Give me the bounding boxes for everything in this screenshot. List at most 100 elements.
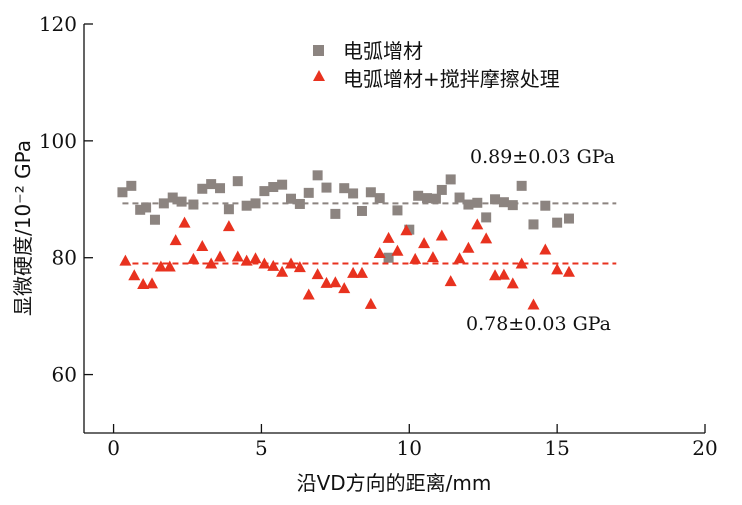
y-axis-title: 显微硬度/10⁻² GPa (11, 140, 35, 316)
point-series-0-38 (454, 192, 465, 203)
point-series-0-11 (215, 183, 226, 194)
point-series-1-45 (515, 257, 528, 269)
legend-label-arc-additive: 电弧增材 (343, 39, 423, 63)
x-tick-label-10: 10 (397, 436, 422, 460)
point-series-1-49 (562, 265, 575, 277)
point-series-1-42 (489, 269, 502, 281)
point-series-0-28 (365, 187, 376, 198)
point-series-1-11 (214, 250, 227, 262)
annotation-arc-additive-mean: 0.89±0.03 GPa (470, 146, 615, 168)
point-series-1-7 (178, 216, 191, 228)
y-tick-label-60: 60 (52, 363, 77, 387)
point-series-1-20 (293, 261, 306, 273)
point-series-1-13 (231, 250, 244, 262)
point-series-1-6 (169, 234, 182, 246)
point-series-0-24 (330, 208, 341, 219)
point-series-0-36 (436, 184, 447, 195)
point-series-0-41 (481, 212, 492, 223)
point-series-0-30 (383, 252, 394, 263)
x-tick-label-5: 5 (255, 436, 268, 460)
point-series-0-49 (563, 213, 574, 224)
point-series-1-27 (355, 266, 368, 278)
point-series-0-0 (117, 187, 128, 198)
point-series-0-27 (356, 205, 367, 216)
point-series-1-15 (249, 252, 262, 264)
point-series-0-12 (223, 204, 234, 215)
point-series-0-15 (250, 198, 261, 209)
point-series-1-12 (222, 220, 235, 232)
point-series-0-42 (490, 194, 501, 205)
point-series-1-21 (302, 288, 315, 300)
legend: 电弧增材 电弧增材+搅拌摩擦处理 (313, 39, 560, 91)
point-series-1-35 (426, 251, 439, 263)
point-series-1-9 (196, 240, 209, 252)
point-series-1-34 (418, 237, 431, 249)
point-series-0-23 (321, 182, 332, 193)
point-series-1-18 (276, 265, 289, 277)
point-series-0-48 (552, 217, 563, 228)
y-tick-label-80: 80 (52, 246, 77, 270)
point-series-1-38 (453, 252, 466, 264)
point-series-1-46 (527, 298, 540, 310)
point-series-1-3 (146, 277, 159, 289)
point-series-0-47 (540, 200, 551, 211)
point-series-1-8 (187, 252, 200, 264)
point-series-0-16 (259, 186, 270, 197)
point-series-0-43 (498, 197, 509, 208)
point-series-1-16 (258, 257, 271, 269)
point-series-0-32 (404, 224, 415, 235)
point-series-1-28 (364, 297, 377, 309)
plot-area (117, 170, 617, 310)
point-series-0-22 (312, 170, 323, 181)
point-series-0-20 (294, 198, 305, 209)
point-series-0-10 (206, 179, 217, 190)
point-series-1-48 (551, 263, 564, 275)
point-series-1-19 (285, 257, 297, 269)
point-series-1-47 (539, 243, 552, 255)
point-series-1-41 (480, 232, 493, 244)
axes (83, 24, 705, 434)
point-series-1-0 (119, 254, 132, 266)
legend-label-arc-additive-fsp: 电弧增材+搅拌摩擦处理 (343, 67, 560, 91)
point-series-0-13 (232, 176, 243, 187)
point-series-1-37 (444, 275, 457, 287)
point-series-0-34 (422, 193, 433, 204)
point-series-0-46 (528, 219, 539, 230)
point-series-1-39 (462, 241, 475, 253)
point-series-1-29 (373, 247, 386, 259)
point-series-1-24 (329, 276, 342, 288)
point-series-1-31 (391, 244, 404, 256)
ticks: 0 5 10 15 20 60 80 100 120 (39, 12, 718, 460)
point-series-1-26 (347, 266, 360, 278)
point-series-0-8 (188, 199, 199, 210)
x-tick-label-15: 15 (544, 436, 569, 460)
point-series-0-18 (277, 179, 288, 190)
point-series-1-2 (137, 278, 150, 290)
annotation-arc-additive-fsp-mean: 0.78±0.03 GPa (466, 313, 611, 335)
point-series-1-43 (497, 268, 510, 280)
point-series-0-1 (126, 180, 137, 191)
point-series-1-1 (128, 269, 141, 281)
point-series-1-10 (205, 257, 218, 269)
point-series-0-4 (149, 214, 160, 225)
point-series-0-3 (141, 202, 152, 213)
point-series-1-23 (320, 276, 333, 288)
y-tick-label-120: 120 (39, 12, 77, 36)
point-series-0-9 (197, 183, 208, 194)
point-series-0-17 (268, 182, 279, 193)
point-series-0-26 (348, 188, 359, 199)
x-tick-label-20: 20 (692, 436, 717, 460)
point-series-1-14 (240, 254, 253, 266)
point-series-0-39 (463, 199, 474, 210)
point-series-0-40 (472, 197, 483, 208)
point-series-1-17 (267, 259, 280, 271)
point-series-0-19 (286, 193, 296, 204)
x-axis-title: 沿VD方向的距离/mm (297, 471, 492, 495)
point-series-1-30 (382, 231, 395, 243)
legend-marker-arc-additive-fsp (313, 70, 325, 81)
point-series-0-31 (392, 205, 403, 216)
point-series-1-22 (311, 268, 324, 280)
point-series-0-37 (445, 174, 456, 185)
point-series-1-25 (338, 282, 351, 294)
